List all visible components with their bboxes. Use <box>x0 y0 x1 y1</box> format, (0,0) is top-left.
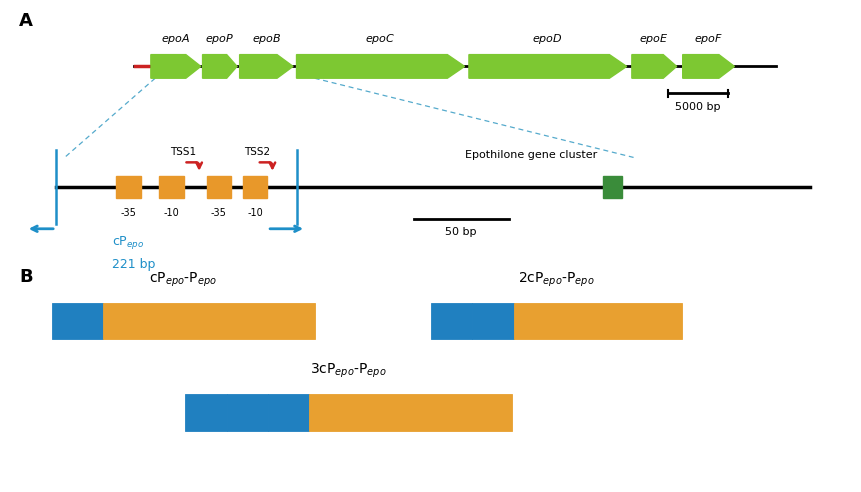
Bar <box>185 394 226 430</box>
Bar <box>268 394 309 430</box>
Text: Epothilone gene cluster: Epothilone gene cluster <box>465 150 597 160</box>
Text: 2cP$_{epo}$-P$_{epo}$: 2cP$_{epo}$-P$_{epo}$ <box>517 271 594 289</box>
Text: $_{epo}$: $_{epo}$ <box>240 417 254 426</box>
Text: $epoP$: $epoP$ <box>205 32 234 46</box>
FancyArrow shape <box>151 55 201 78</box>
FancyArrow shape <box>631 55 676 78</box>
Bar <box>430 303 472 339</box>
Text: cP: cP <box>486 315 499 325</box>
FancyArrow shape <box>239 55 293 78</box>
Text: 3cP$_{epo}$-P$_{epo}$: 3cP$_{epo}$-P$_{epo}$ <box>310 362 387 380</box>
Text: $epoF$: $epoF$ <box>693 32 722 46</box>
Text: cP$_{epo}$-P$_{epo}$: cP$_{epo}$-P$_{epo}$ <box>149 271 217 289</box>
Text: TSS2: TSS2 <box>244 148 269 157</box>
Text: $_{epo}$: $_{epo}$ <box>70 325 85 335</box>
Bar <box>603 176 622 198</box>
Text: cP: cP <box>71 314 84 327</box>
Text: cP: cP <box>200 406 212 416</box>
FancyArrow shape <box>468 55 626 78</box>
Text: $_{epo}$: $_{epo}$ <box>201 324 217 337</box>
Text: $_{epo}$: $_{epo}$ <box>589 324 605 337</box>
Text: $epoC$: $epoC$ <box>365 32 395 46</box>
Bar <box>472 303 513 339</box>
FancyArrow shape <box>202 55 237 78</box>
Text: -35: -35 <box>211 208 226 217</box>
Text: cP: cP <box>445 315 457 325</box>
Text: $epoE$: $epoE$ <box>639 32 668 46</box>
Text: $epoD$: $epoD$ <box>532 32 562 46</box>
FancyArrow shape <box>296 55 464 78</box>
Text: P: P <box>592 313 602 328</box>
Bar <box>513 303 681 339</box>
Text: 221 bp: 221 bp <box>112 258 155 271</box>
Text: -35: -35 <box>121 208 136 217</box>
Text: -10: -10 <box>247 208 263 217</box>
Bar <box>207 176 231 198</box>
Text: $epoA$: $epoA$ <box>161 32 190 46</box>
Text: P: P <box>204 313 214 328</box>
FancyArrow shape <box>682 55 734 78</box>
Bar <box>243 176 267 198</box>
Text: $_{epo}$: $_{epo}$ <box>402 415 418 428</box>
Text: 50 bp: 50 bp <box>445 227 476 237</box>
Text: $_{epo}$: $_{epo}$ <box>486 326 499 335</box>
Text: -10: -10 <box>164 208 179 217</box>
Text: cP$_{epo}$: cP$_{epo}$ <box>112 234 145 251</box>
Text: $_{epo}$: $_{epo}$ <box>444 326 458 335</box>
Text: P: P <box>406 404 415 419</box>
Text: A: A <box>19 12 33 31</box>
Bar <box>159 176 183 198</box>
Text: $_{epo}$: $_{epo}$ <box>199 417 213 426</box>
Text: cP: cP <box>241 406 253 416</box>
Text: B: B <box>19 268 33 286</box>
Bar <box>309 394 511 430</box>
Bar <box>52 303 103 339</box>
Bar <box>103 303 314 339</box>
Text: $epoB$: $epoB$ <box>251 32 281 46</box>
Bar <box>116 176 140 198</box>
Text: TSS1: TSS1 <box>170 148 196 157</box>
Text: $_{epo}$: $_{epo}$ <box>282 417 295 426</box>
Text: cP: cP <box>282 406 294 416</box>
Bar <box>226 394 268 430</box>
Text: 5000 bp: 5000 bp <box>675 102 720 112</box>
